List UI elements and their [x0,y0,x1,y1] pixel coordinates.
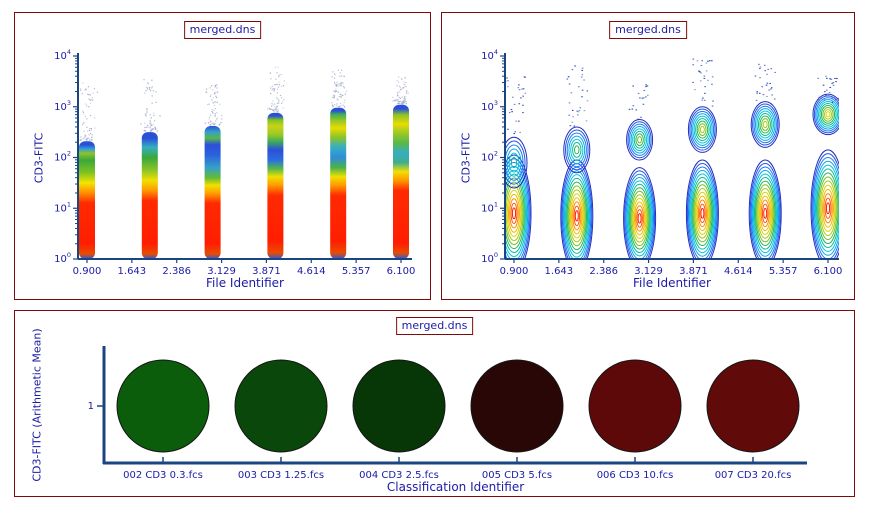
svg-text:4.614: 4.614 [297,266,326,277]
contour-plot-panel: merged.dns 100 101 102 103 104 0.900 1.643 2.38… [441,12,855,300]
svg-text:101: 101 [54,200,71,214]
contour-yaxis-label: CD3-FITC [459,132,473,184]
svg-text:3.871: 3.871 [252,266,281,277]
svg-text:104: 104 [481,48,498,62]
mean-bubble-plot-panel: merged.dns 1 002 CD3 0.3.fcs 003 CD3 1.25.… [14,310,855,497]
svg-text:005 CD3 5.fcs: 005 CD3 5.fcs [482,470,552,481]
density-yaxis-label: CD3-FITC [32,132,46,184]
svg-text:104: 104 [54,48,71,62]
svg-text:1: 1 [88,401,94,412]
svg-text:002 CD3 0.3.fcs: 002 CD3 0.3.fcs [123,470,203,481]
svg-text:6.100: 6.100 [814,266,843,277]
density-plot-title: merged.dns [183,21,262,39]
svg-text:4.614: 4.614 [724,266,753,277]
svg-text:0.900: 0.900 [73,266,102,277]
density-plot-panel: merged.dns 100 101 102 103 104 0.900 1.643 2.38… [14,12,431,300]
svg-text:0.900: 0.900 [500,266,529,277]
mean-bubble-plot-canvas[interactable]: 1 002 CD3 0.3.fcs 003 CD3 1.25.fcs 004 CD3 … [15,311,854,496]
svg-text:3.871: 3.871 [679,266,708,277]
bubble-xaxis-label: Classification Identifier [386,480,525,494]
svg-text:003 CD3 1.25.fcs: 003 CD3 1.25.fcs [238,470,324,481]
svg-text:007 CD3 20.fcs: 007 CD3 20.fcs [715,470,792,481]
density-xaxis-label: File Identifier [206,276,284,290]
bubble-yaxis-label: CD3-FITC (Arithmetic Mean) [30,328,44,482]
density-plot-canvas[interactable]: 100 101 102 103 104 0.900 1.643 2.386 3.129 3.871… [15,13,430,299]
svg-text:2.386: 2.386 [162,266,191,277]
svg-text:3.129: 3.129 [634,266,663,277]
svg-text:006 CD3 10.fcs: 006 CD3 10.fcs [597,470,674,481]
svg-text:1.643: 1.643 [545,266,574,277]
svg-text:101: 101 [481,200,498,214]
svg-text:100: 100 [54,251,71,265]
svg-text:102: 102 [54,150,71,164]
mean-bubble-plot-title: merged.dns [395,317,474,335]
contour-xaxis-label: File Identifier [633,276,711,290]
svg-text:102: 102 [481,150,498,164]
svg-text:1.643: 1.643 [118,266,147,277]
svg-text:103: 103 [54,99,71,113]
svg-text:2.386: 2.386 [589,266,618,277]
contour-plot-title: merged.dns [609,21,687,39]
svg-text:103: 103 [481,99,498,113]
svg-text:100: 100 [481,251,498,265]
svg-text:5.357: 5.357 [342,266,371,277]
svg-text:6.100: 6.100 [387,266,416,277]
svg-text:5.357: 5.357 [769,266,798,277]
svg-text:004 CD3 2.5.fcs: 004 CD3 2.5.fcs [359,470,439,481]
contour-plot-canvas[interactable]: 100 101 102 103 104 0.900 1.643 2.386 3.129 3.871… [442,13,854,299]
svg-text:3.129: 3.129 [207,266,236,277]
